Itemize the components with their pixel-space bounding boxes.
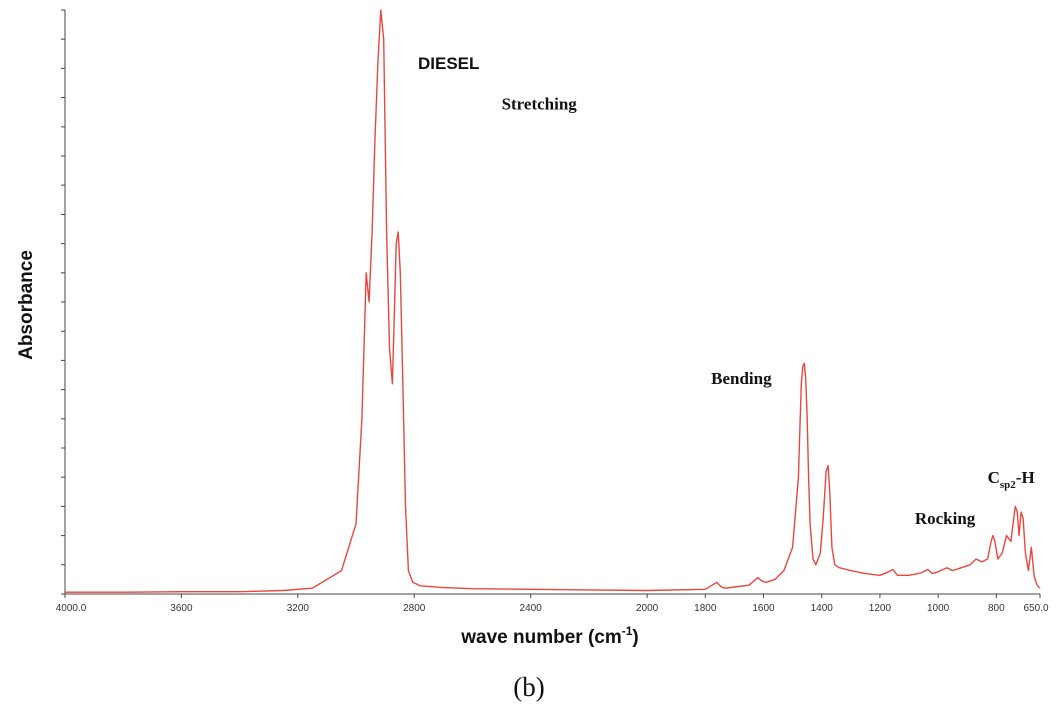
x-tick-label: 3600	[170, 603, 193, 614]
x-axis-ticks: 4000.0 3600 3200 2800 2400 2000 1800 1600 1400 12…	[56, 594, 1049, 614]
annotation-text: Bending	[711, 369, 772, 388]
x-tick-label: 1600	[752, 603, 775, 614]
y-axis-ticks	[61, 9, 65, 595]
annotation-label: Csp2-H	[988, 468, 1035, 491]
axes: 4000.0 3600 3200 2800 2400 2000 1800 1600 1400 12…	[56, 9, 1049, 614]
panel-label: (b)	[513, 672, 544, 702]
x-tick-label: 1800	[694, 603, 717, 614]
x-axis-label-main: wave number (cm	[460, 627, 622, 648]
y-axis-label: Absorbance	[16, 250, 37, 360]
annotation-text: C	[988, 468, 1000, 487]
x-tick-label: 1400	[811, 603, 834, 614]
x-tick-label: 3200	[287, 603, 310, 614]
absorbance-spectrum-line	[65, 9, 1041, 593]
x-axis-label-sup: -1	[622, 624, 633, 638]
annotation-text: Stretching	[502, 94, 578, 113]
annotation-suffix: -H	[1016, 468, 1035, 487]
annotation-label: Rocking	[915, 509, 976, 528]
x-tick-label: 650.0	[1023, 603, 1048, 614]
annotation-label: Stretching	[502, 94, 578, 113]
x-tick-label: 4000.0	[56, 603, 87, 614]
x-tick-label: 800	[988, 603, 1005, 614]
x-tick-label: 2400	[520, 603, 543, 614]
annotation-label: Bending	[711, 369, 772, 388]
x-tick-label: 2800	[403, 603, 426, 614]
x-tick-label: 1000	[927, 603, 950, 614]
x-tick-label: 1200	[869, 603, 892, 614]
annotation-subscript: sp2	[1000, 479, 1016, 491]
x-axis-label: wave number (cm-1)	[460, 624, 639, 648]
x-tick-label: 2000	[636, 603, 659, 614]
annotations: Stretching Bending Rocking Csp2-H	[502, 94, 1035, 528]
x-axis-label-close: )	[632, 627, 638, 648]
chart-title: DIESEL	[418, 54, 479, 73]
annotation-text: Rocking	[915, 509, 976, 528]
